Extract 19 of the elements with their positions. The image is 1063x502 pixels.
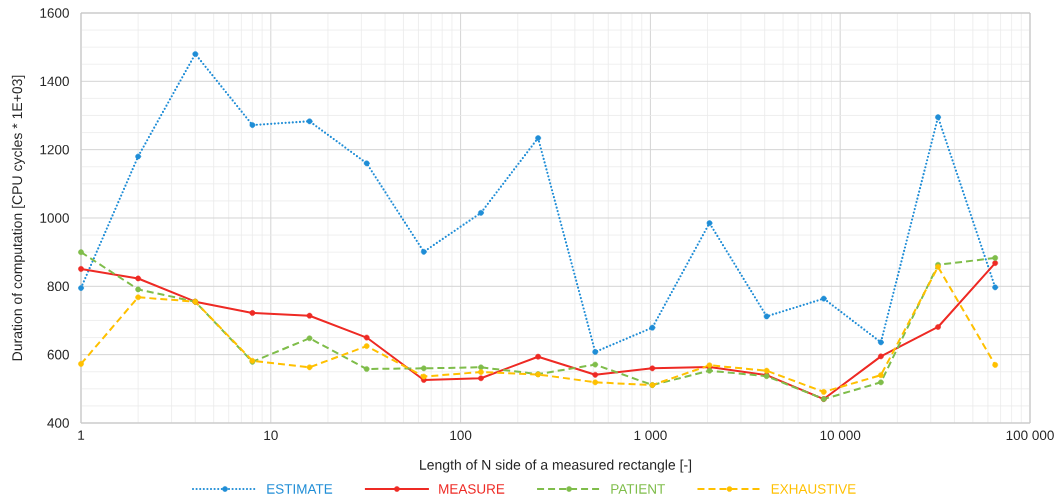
x-tick-label: 1 000 — [634, 430, 667, 441]
legend-label: EXHAUSTIVE — [771, 484, 856, 494]
x-axis-title: Length of N side of a measured rectangle [-] — [420, 459, 692, 473]
x-tick-label: 1 — [78, 430, 85, 440]
y-tick-label: 800 — [47, 281, 69, 292]
x-tick-label: 100 000 — [1006, 430, 1054, 441]
legend-label: PATIENT — [611, 484, 665, 494]
y-tick-label: 1200 — [40, 144, 69, 155]
y-tick-label: 1400 — [40, 76, 69, 87]
y-tick-label: 600 — [47, 349, 69, 360]
legend-label: ESTIMATE — [267, 484, 333, 494]
y-axis-title: Duration of computation [CPU cycles * 1E+03] — [11, 75, 25, 361]
y-tick-label: 1600 — [40, 8, 69, 18]
y-tick-label: 400 — [47, 418, 69, 428]
x-tick-label: 10 — [264, 430, 278, 441]
x-tick-label: 100 — [450, 430, 472, 441]
x-tick-label: 10 000 — [820, 430, 861, 441]
y-tick-label: 1000 — [40, 213, 69, 223]
legend-label: MEASURE — [439, 484, 505, 494]
